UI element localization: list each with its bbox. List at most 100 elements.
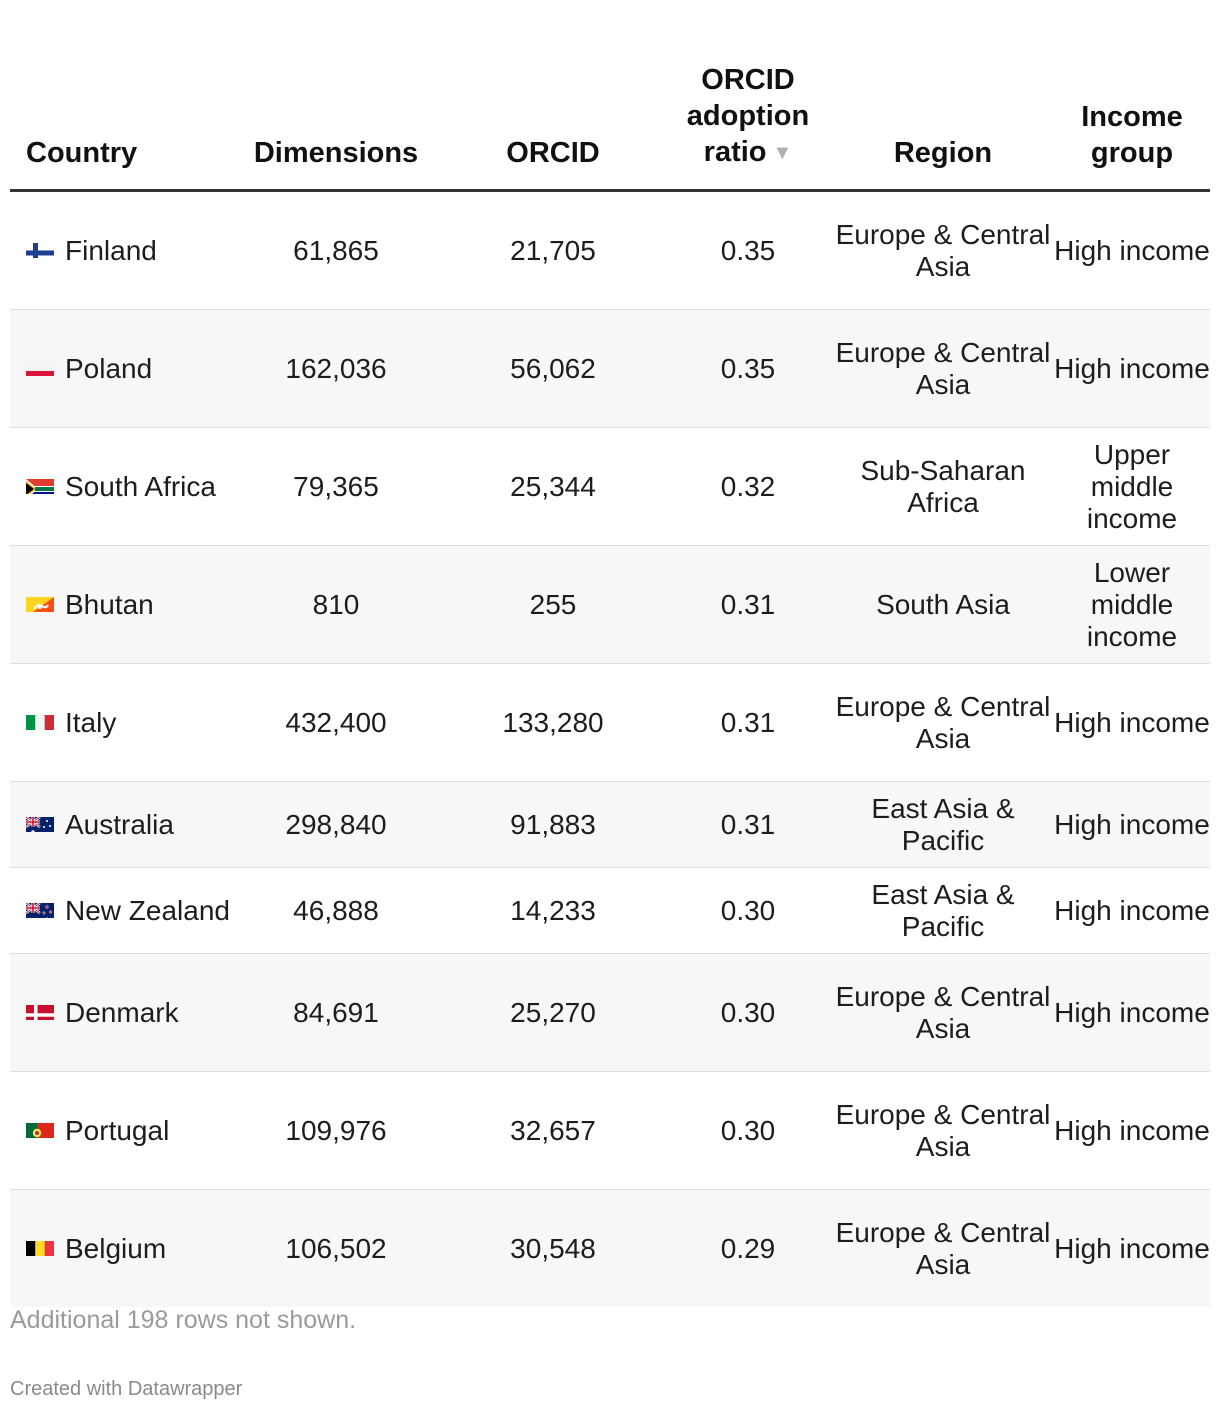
column-header-orcid[interactable]: ORCID (442, 0, 664, 192)
finland-flag-icon (26, 238, 54, 258)
cell-dimensions: 810 (230, 545, 442, 664)
cell-orcid: 91,883 (442, 781, 664, 868)
cell-country: Australia (10, 781, 230, 868)
cell-dimensions: 84,691 (230, 953, 442, 1072)
cell-region: Europe & Central Asia (832, 663, 1054, 782)
cell-orcid: 30,548 (442, 1189, 664, 1307)
cell-income-group: High income (1054, 663, 1210, 782)
cell-region: Europe & Central Asia (832, 1071, 1054, 1190)
cell-income-group: High income (1054, 309, 1210, 428)
cell-dimensions: 79,365 (230, 427, 442, 546)
column-header-dimensions[interactable]: Dimensions (230, 0, 442, 192)
bhutan-flag-icon (26, 592, 54, 612)
cell-country: Belgium (10, 1189, 230, 1307)
cell-dimensions: 106,502 (230, 1189, 442, 1307)
cell-orcid: 32,657 (442, 1071, 664, 1190)
cell-orcid: 133,280 (442, 663, 664, 782)
cell-orcid-adoption-ratio: 0.29 (664, 1189, 832, 1307)
table-row: Finland 61,865 21,705 0.35 Europe & Central … (10, 190, 1210, 310)
portugal-flag-icon (26, 1118, 54, 1138)
cell-orcid-adoption-ratio: 0.32 (664, 427, 832, 546)
cell-income-group: High income (1054, 953, 1210, 1072)
sort-descending-icon: ▼ (772, 142, 793, 164)
belgium-flag-icon (26, 1236, 54, 1256)
cell-country: Denmark (10, 953, 230, 1072)
data-table-container: Country Dimensions ORCID ORCID adoption … (10, 0, 1210, 1307)
country-name: Poland (65, 352, 153, 384)
country-name: South Africa (65, 470, 216, 502)
cell-orcid: 255 (442, 545, 664, 664)
column-header-income-group[interactable]: Income group (1054, 0, 1210, 192)
cell-dimensions: 432,400 (230, 663, 442, 782)
column-header-region[interactable]: Region (832, 0, 1054, 192)
table-row: Denmark 84,691 25,270 0.30 Europe & Central … (10, 953, 1210, 1072)
cell-orcid-adoption-ratio: 0.31 (664, 545, 832, 664)
country-name: Bhutan (65, 588, 154, 620)
column-header-orcid-adoption-ratio[interactable]: ORCID adoption ratio ▼ (664, 0, 832, 192)
cell-region: East Asia & Pacific (832, 781, 1054, 868)
cell-region: South Asia (832, 545, 1054, 664)
data-table: Country Dimensions ORCID ORCID adoption … (10, 0, 1210, 1307)
cell-income-group: Upper middle income (1054, 427, 1210, 546)
cell-region: Sub-Saharan Africa (832, 427, 1054, 546)
cell-region: Europe & Central Asia (832, 309, 1054, 428)
cell-orcid-adoption-ratio: 0.31 (664, 781, 832, 868)
cell-orcid: 56,062 (442, 309, 664, 428)
cell-orcid-adoption-ratio: 0.30 (664, 867, 832, 954)
cell-region: Europe & Central Asia (832, 190, 1054, 310)
cell-income-group: High income (1054, 1189, 1210, 1307)
south-africa-flag-icon (26, 474, 54, 494)
cell-country: Finland (10, 190, 230, 310)
cell-orcid: 25,270 (442, 953, 664, 1072)
cell-region: Europe & Central Asia (832, 1189, 1054, 1307)
cell-orcid: 14,233 (442, 867, 664, 954)
header-row: Country Dimensions ORCID ORCID adoption … (10, 0, 1210, 192)
denmark-flag-icon (26, 1000, 54, 1020)
cell-orcid-adoption-ratio: 0.30 (664, 953, 832, 1072)
cell-country: Italy (10, 663, 230, 782)
country-name: Portugal (65, 1114, 170, 1146)
country-name: Italy (65, 706, 117, 738)
cell-country: Poland (10, 309, 230, 428)
cell-income-group: Lower middle income (1054, 545, 1210, 664)
poland-flag-icon (26, 356, 54, 376)
table-row: Poland 162,036 56,062 0.35 Europe & Central … (10, 309, 1210, 428)
cell-dimensions: 162,036 (230, 309, 442, 428)
country-name: Finland (65, 234, 157, 266)
table-row: South Africa 79,365 25,344 0.32 Sub-Saharan … (10, 427, 1210, 546)
italy-flag-icon (26, 710, 54, 730)
cell-income-group: High income (1054, 867, 1210, 954)
table-row: Australia 298,840 91,883 0.31 East Asia & Pa… (10, 781, 1210, 868)
cell-orcid-adoption-ratio: 0.31 (664, 663, 832, 782)
country-name: Denmark (65, 996, 179, 1028)
cell-country: South Africa (10, 427, 230, 546)
cell-orcid: 21,705 (442, 190, 664, 310)
footnote: Additional 198 rows not shown. (10, 1306, 357, 1334)
table-row: Italy 432,400 133,280 0.31 Europe & Central … (10, 663, 1210, 782)
table-row: Portugal 109,976 32,657 0.30 Europe & Centra… (10, 1071, 1210, 1190)
table-row: Belgium 106,502 30,548 0.29 Europe & Central… (10, 1189, 1210, 1307)
credit: Created with Datawrapper (10, 1378, 243, 1400)
cell-dimensions: 298,840 (230, 781, 442, 868)
cell-income-group: High income (1054, 781, 1210, 868)
cell-orcid-adoption-ratio: 0.35 (664, 190, 832, 310)
cell-orcid-adoption-ratio: 0.35 (664, 309, 832, 428)
new-zealand-flag-icon (26, 898, 54, 918)
cell-dimensions: 46,888 (230, 867, 442, 954)
cell-region: East Asia & Pacific (832, 867, 1054, 954)
cell-dimensions: 109,976 (230, 1071, 442, 1190)
country-name: Belgium (65, 1232, 167, 1264)
country-name: Australia (65, 808, 174, 840)
column-header-country[interactable]: Country (10, 0, 230, 192)
cell-orcid: 25,344 (442, 427, 664, 546)
cell-income-group: High income (1054, 190, 1210, 310)
cell-dimensions: 61,865 (230, 190, 442, 310)
cell-income-group: High income (1054, 1071, 1210, 1190)
australia-flag-icon (26, 812, 54, 832)
table-row: Bhutan 810 255 0.31 South Asia Lower middle i… (10, 545, 1210, 664)
table-row: New Zealand 46,888 14,233 0.30 East Asia & P… (10, 867, 1210, 954)
cell-region: Europe & Central Asia (832, 953, 1054, 1072)
cell-country: Portugal (10, 1071, 230, 1190)
cell-country: Bhutan (10, 545, 230, 664)
cell-orcid-adoption-ratio: 0.30 (664, 1071, 832, 1190)
